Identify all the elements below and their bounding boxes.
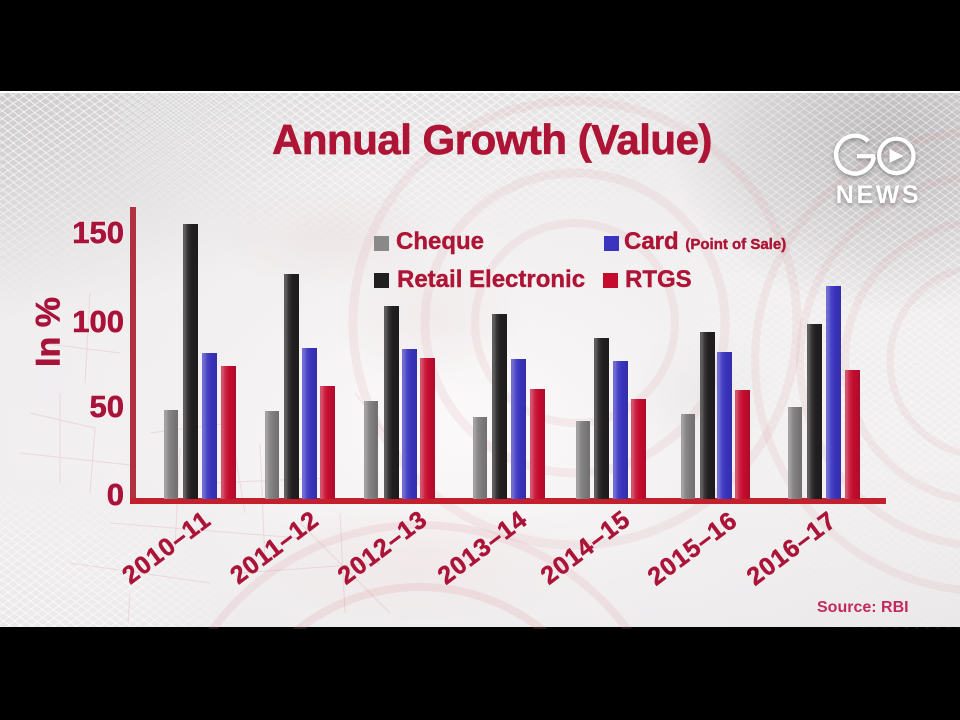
svg-text:NEWS: NEWS [836,181,921,209]
